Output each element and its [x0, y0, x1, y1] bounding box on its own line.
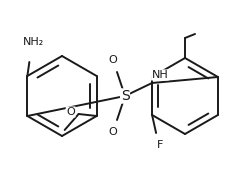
Text: NH₂: NH₂ — [23, 37, 44, 47]
Text: O: O — [66, 107, 75, 117]
Text: O: O — [108, 127, 118, 137]
Text: S: S — [120, 89, 130, 103]
Text: NH: NH — [152, 70, 168, 80]
Text: O: O — [108, 55, 118, 65]
Text: F: F — [157, 140, 163, 150]
